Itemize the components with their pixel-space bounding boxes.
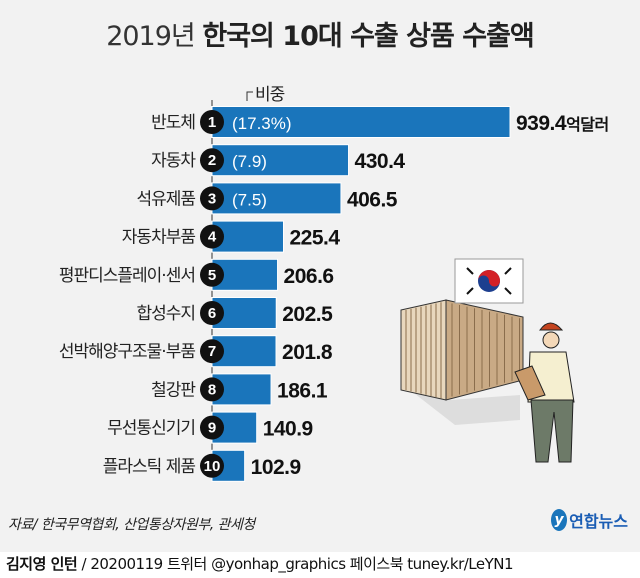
value-label: 102.9 [251, 456, 301, 479]
worker-figure [514, 322, 575, 463]
rank-badge [200, 224, 224, 249]
credit-footer: 김지영 인턴 / 20200119 트위터 @yonhap_graphics 페… [0, 552, 640, 578]
share-legend-line [246, 91, 253, 101]
rank-badge [200, 186, 224, 211]
rank-label: 3 [208, 190, 216, 207]
rank-label: 5 [208, 267, 216, 284]
bar-chart: 1 반도체 (17.3%) 939.4억달러 2 자동차 (7.9) 430.4 3 석유제품 (7… [59, 85, 609, 482]
value-text: 430.4 [355, 150, 406, 173]
value-label: 225.4 [290, 227, 341, 250]
category-label: 자동차부품 [122, 228, 196, 248]
share-legend-label: 비중 [255, 85, 285, 105]
value-text: 201.8 [282, 341, 333, 364]
category-label: 반도체 [151, 113, 195, 133]
container-front [400, 299, 447, 401]
rank-badge [200, 148, 224, 173]
value-label: 406.5 [347, 188, 398, 211]
page-title: 2019년 한국의 10대 수출 상품 수출액 [0, 14, 640, 53]
rank-label: 4 [208, 229, 217, 246]
category-label: 석유제품 [136, 189, 195, 209]
category-label: 합성수지 [136, 304, 195, 324]
category-label: 자동차 [151, 151, 196, 171]
value-text: 202.5 [282, 303, 333, 326]
rank-label: 6 [208, 305, 216, 322]
rank-badge [200, 377, 224, 402]
value-text: 225.4 [290, 227, 341, 250]
value-text: 186.1 [277, 379, 328, 402]
rank-label: 8 [208, 381, 216, 398]
author: 김지영 인턴 [6, 555, 78, 573]
bar [211, 144, 350, 177]
container-shadow [410, 390, 520, 425]
rank-badge [200, 339, 224, 364]
category-label: 선박해양구조물·부품 [59, 342, 196, 362]
logo-text: 연합뉴스 [569, 512, 628, 531]
source-note: 자료/ 한국무역협회, 산업통상자원부, 관세청 [8, 517, 255, 533]
category-label: 플라스틱 제품 [103, 457, 196, 477]
illustration [400, 258, 575, 463]
category-label: 철강판 [151, 380, 196, 400]
value-label: 201.8 [282, 341, 333, 364]
yonhap-logo: y 연합뉴스 [551, 508, 628, 532]
value-text: 939.4 [516, 112, 567, 135]
title-main: 한국의 10대 수출 상품 수출액 [202, 21, 534, 52]
logo-mark-icon: y [551, 509, 568, 531]
value-label: 206.6 [284, 265, 334, 288]
value-label: 140.9 [263, 418, 313, 441]
category-label: 무선통신기기 [107, 419, 195, 439]
title-year: 2019년 [106, 21, 196, 52]
container-side [445, 299, 524, 401]
rank-badge [200, 453, 224, 478]
value-label: 430.4 [355, 150, 406, 173]
rank-badge [200, 301, 224, 325]
value-text: 102.9 [251, 456, 301, 479]
share-label: (7.5) [232, 190, 267, 209]
rank-label: 9 [208, 420, 216, 437]
value-text: 140.9 [263, 418, 313, 441]
bar [211, 106, 511, 138]
rank-badge [200, 110, 224, 134]
rank-badge [200, 415, 224, 440]
value-text: 206.6 [284, 265, 334, 288]
rank-label: 10 [204, 458, 221, 475]
category-label: 평판디스플레이·센서 [59, 266, 195, 286]
value-label: 202.5 [282, 303, 333, 326]
rank-label: 1 [208, 114, 216, 131]
rank-label: 7 [208, 343, 216, 360]
bar [211, 182, 342, 215]
value-label: 939.4억달러 [516, 112, 609, 135]
rank-label: 2 [208, 152, 216, 169]
value-text: 406.5 [347, 188, 398, 211]
share-label: (7.9) [232, 152, 267, 171]
share-label: (17.3%) [232, 114, 292, 133]
value-label: 186.1 [277, 379, 328, 402]
unit-label: 억달러 [566, 115, 609, 134]
rank-badge [200, 262, 224, 287]
credit-text: / 20200119 트위터 @yonhap_graphics 페이스북 tun… [77, 555, 514, 573]
